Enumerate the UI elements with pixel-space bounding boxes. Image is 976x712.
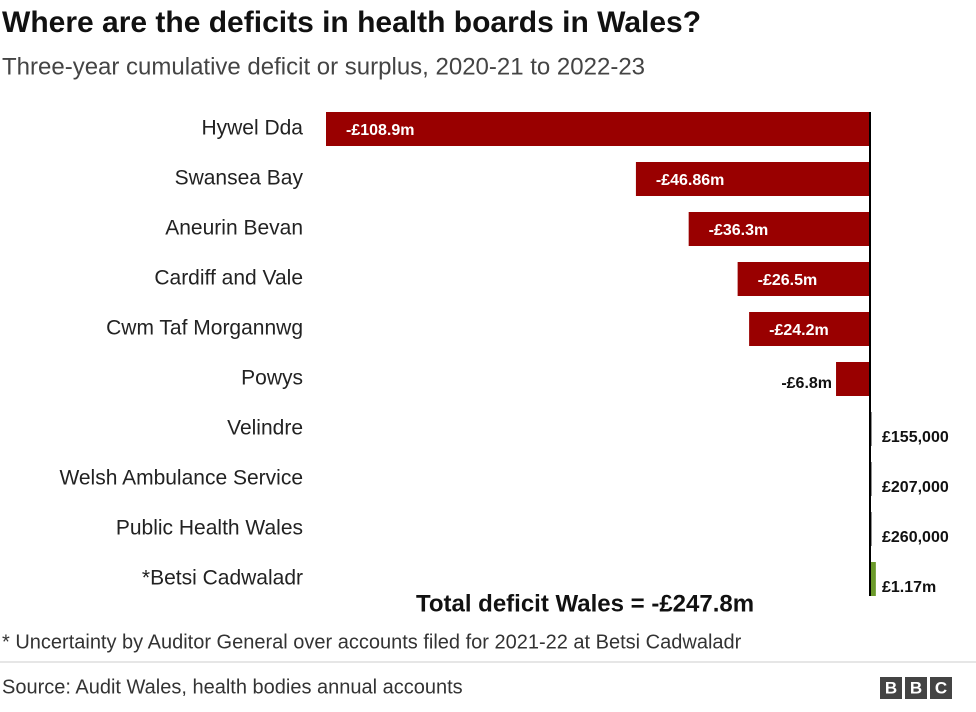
logo-box [930,677,952,699]
bar [737,262,870,296]
logo-letter: C [935,678,947,697]
value-label: -£36.3m [709,222,769,239]
value-label: -£24.2m [769,322,829,339]
bar [749,312,870,346]
value-label: £1.17m [882,579,936,596]
chart-title: Where are the deficits in health boards … [2,6,701,39]
y-tick-label: Cwm Taf Morgannwg [106,317,303,340]
logo-box [905,677,927,699]
logo-letter: B [910,678,922,697]
source: Source: Audit Wales, health bodies annua… [2,676,463,698]
annotation: Total deficit Wales = -£247.8m [416,590,754,617]
value-label: £260,000 [882,529,949,546]
bar [836,362,870,396]
y-tick-label: Powys [241,367,303,390]
value-label: -£6.8m [781,375,832,392]
footnote: * Uncertainty by Auditor General over ac… [2,631,742,653]
y-tick-label: *Betsi Cadwaladr [142,567,303,590]
logo-letter: B [885,678,897,697]
logo-box [880,677,902,699]
bar [326,112,870,146]
y-tick-label: Velindre [227,417,303,440]
chart-subtitle: Three-year cumulative deficit or surplus… [2,53,645,80]
value-label: £207,000 [882,479,949,496]
value-label: -£26.5m [758,272,818,289]
y-tick-label: Hywel Dda [201,117,303,140]
y-tick-label: Aneurin Bevan [165,217,303,240]
y-tick-label: Welsh Ambulance Service [59,467,303,490]
bar [635,162,870,196]
value-label: -£46.86m [656,172,725,189]
y-tick-label: Public Health Wales [116,517,303,540]
value-label: -£108.9m [346,122,415,139]
value-label: £155,000 [882,429,949,446]
bar [870,562,876,596]
bar [688,212,870,246]
logo: B B C [880,677,952,699]
y-tick-label: Swansea Bay [175,167,304,190]
y-tick-label: Cardiff and Vale [154,267,303,290]
